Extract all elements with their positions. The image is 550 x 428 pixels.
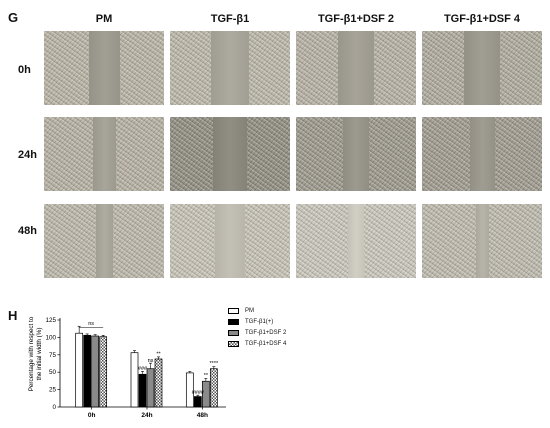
y-tick-label: 0 [52, 404, 56, 411]
micrograph-tile [422, 204, 542, 278]
legend-label: PM [245, 308, 254, 314]
significance-label: **** [210, 361, 219, 367]
micrograph-tile [422, 31, 542, 105]
chart-legend: PM TGF-β1(+) TGF-β1+DSF 2 TGF-β1+DSF 4 [228, 306, 286, 350]
micrograph-tile [296, 31, 416, 105]
significance-label: ### [138, 366, 148, 372]
significance-label: #### [192, 390, 205, 396]
bar [209, 368, 218, 408]
significance-label: ** [156, 351, 161, 357]
x-tick-label: 24h [141, 412, 152, 419]
significance-label: ns [148, 358, 154, 364]
cell-layer-left [170, 204, 215, 278]
x-tick-label: 0h [88, 412, 96, 419]
micrograph-tile [170, 117, 290, 191]
bar [154, 358, 163, 408]
cell-layer-left [170, 31, 211, 105]
row-label-48h: 48h [18, 225, 37, 237]
legend-label: TGF-β1(+) [245, 319, 274, 325]
micrograph-tile [422, 117, 542, 191]
row-label-24h: 24h [18, 149, 37, 161]
cell-layer-right [120, 31, 164, 105]
scratch-gap [464, 31, 500, 105]
y-tick-label: 125 [45, 317, 56, 324]
legend-label: TGF-β1+DSF 2 [245, 330, 287, 336]
y-tick-label: 25 [49, 387, 57, 394]
cell-layer-right [247, 117, 290, 191]
scratch-gap [476, 204, 489, 278]
scratch-gap [348, 204, 364, 278]
cell-layer-right [500, 31, 542, 105]
cell-layer-left [170, 117, 213, 191]
cell-layer-right [364, 204, 416, 278]
cell-layer-left [296, 204, 348, 278]
legend-swatch [228, 341, 239, 347]
scratch-gap [215, 204, 245, 278]
panel-h-letter: H [8, 308, 18, 323]
cell-layer-left [422, 204, 476, 278]
cell-layer-left [44, 117, 93, 191]
significance-label: ** [204, 373, 209, 379]
column-header-dsf2: TGF-β1+DSF 2 [317, 13, 395, 25]
cell-layer-right [489, 204, 542, 278]
column-header-tgf: TGF-β1 [210, 13, 250, 25]
panel-g-letter: G [8, 10, 19, 25]
cell-layer-right [113, 204, 164, 278]
legend-entry: TGF-β1+DSF 4 [228, 339, 286, 349]
y-tick-label: 75 [49, 352, 57, 359]
micrograph-tile [296, 117, 416, 191]
scratch-gap [343, 117, 369, 191]
cell-layer-left [44, 31, 89, 105]
micrograph-tile [44, 117, 164, 191]
cell-layer-left [422, 117, 470, 191]
scratch-gap [338, 31, 374, 105]
cell-layer-right [369, 117, 416, 191]
legend-label: TGF-β1+DSF 4 [245, 341, 287, 347]
cell-layer-right [245, 204, 290, 278]
scratch-gap [93, 117, 116, 191]
cell-layer-left [422, 31, 464, 105]
legend-swatch [228, 319, 239, 325]
cell-layer-left [44, 204, 96, 278]
cell-layer-left [296, 31, 338, 105]
scratch-gap [211, 31, 249, 105]
y-tick-label: 50 [49, 369, 57, 376]
cell-layer-right [249, 31, 290, 105]
scratch-gap [470, 117, 495, 191]
cell-layer-right [374, 31, 416, 105]
micrograph-tile [44, 204, 164, 278]
significance-label: ns [88, 321, 94, 327]
bar [138, 373, 147, 408]
bar [130, 352, 139, 408]
bar [83, 334, 92, 408]
legend-swatch [228, 308, 239, 314]
bar [75, 332, 84, 408]
scratch-gap [213, 117, 247, 191]
legend-entry: PM [228, 306, 286, 316]
y-axis-label-line2: the initial width (%) [36, 328, 43, 381]
micrograph-tile [296, 204, 416, 278]
cell-layer-right [495, 117, 542, 191]
micrograph-tile [170, 204, 290, 278]
micrograph-tile [170, 31, 290, 105]
scratch-gap [89, 31, 120, 105]
scratch-gap [96, 204, 113, 278]
y-tick-label: 100 [45, 334, 56, 341]
y-axis-label-line1: Percentage with respect to [28, 316, 35, 391]
column-header-pm: PM [95, 13, 113, 25]
legend-swatch [228, 330, 239, 336]
bar [193, 396, 202, 408]
bar [146, 368, 155, 408]
bar [99, 336, 108, 408]
micrograph-tile [44, 31, 164, 105]
cell-layer-left [296, 117, 343, 191]
bar [91, 335, 100, 408]
x-tick-label: 48h [197, 412, 208, 419]
legend-entry: TGF-β1+DSF 2 [228, 328, 286, 338]
row-label-0h: 0h [18, 64, 31, 76]
cell-layer-right [116, 117, 164, 191]
legend-entry: TGF-β1(+) [228, 317, 286, 327]
column-header-dsf4: TGF-β1+DSF 4 [443, 13, 521, 25]
